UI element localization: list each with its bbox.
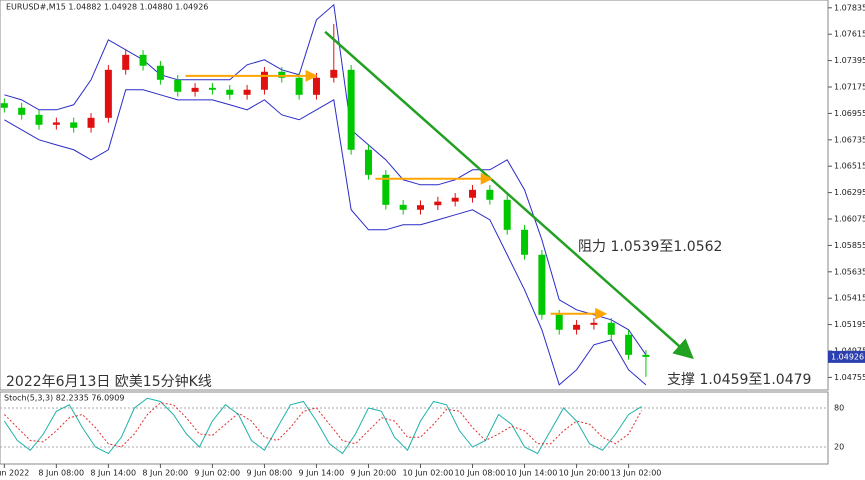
x-tick-label: 9 Jun 08:00 — [246, 469, 292, 478]
x-tick-label: 10 Jun 08:00 — [455, 469, 506, 478]
candle-body — [191, 87, 199, 92]
price-label: 1.04926 — [831, 352, 864, 361]
annotation: 支撑 1.0459至1.0479 — [667, 372, 811, 388]
candle-body — [538, 254, 546, 315]
y-tick-label: 1.07835 — [834, 3, 865, 12]
y2-tick-label: 20 — [834, 443, 844, 452]
stoch-line — [3, 402, 643, 448]
x-tick-label: 8 Jun 2022 — [0, 469, 29, 478]
main-panel — [0, 0, 829, 391]
x-tick-label: 10 Jun 02:00 — [403, 469, 454, 478]
candle-body — [503, 199, 511, 230]
x-tick-label: 13 Jun 02:00 — [611, 469, 662, 478]
x-tick-label: 8 Jun 08:00 — [38, 469, 84, 478]
x-tick-label: 8 Jun 14:00 — [90, 469, 136, 478]
candle-body — [70, 122, 78, 128]
annotation: 2022年6月13日 欧美15分钟K线 — [6, 373, 212, 390]
candle-body — [87, 117, 95, 128]
candle-body — [260, 71, 268, 90]
candle-body — [139, 54, 147, 66]
candle-body — [35, 114, 43, 125]
candle-body — [590, 322, 598, 325]
candle-body — [312, 77, 320, 95]
y-tick-label: 1.04755 — [834, 373, 865, 382]
candle-body — [417, 205, 425, 210]
x-tick-label: 10 Jun 14:00 — [507, 469, 558, 478]
candle-body — [278, 71, 286, 78]
candle-body — [52, 122, 60, 125]
candle-body — [18, 107, 26, 115]
candle-body — [295, 77, 303, 95]
candle-body — [555, 314, 563, 330]
candle-body — [399, 204, 407, 210]
candle-body — [451, 197, 459, 202]
y2-tick-label: 80 — [834, 404, 844, 413]
y-tick-label: 1.06955 — [834, 109, 865, 118]
band-upper — [4, 3, 647, 356]
band-lower — [4, 89, 647, 386]
x-tick-label: 8 Jun 20:00 — [142, 469, 188, 478]
stoch-line — [3, 397, 642, 455]
chart-header: EURUSD#,M15 1.04882 1.04928 1.04880 1.04… — [6, 3, 208, 12]
annotation: 阻力 1.0539至1.0562 — [578, 239, 722, 255]
indicator-panel — [0, 391, 829, 465]
candle-body — [174, 79, 182, 92]
trend-line — [324, 30, 694, 360]
x-tick-label: 9 Jun 02:00 — [194, 469, 240, 478]
y-tick-label: 1.05415 — [834, 294, 865, 303]
y-tick-label: 1.07615 — [834, 30, 865, 39]
candle-body — [469, 189, 477, 198]
candle-body — [573, 324, 581, 330]
x-tick-label: 9 Jun 20:00 — [350, 469, 396, 478]
x-tick-label: 10 Jun 20:00 — [559, 469, 610, 478]
y-tick-label: 1.07395 — [834, 56, 865, 65]
x-tick-label: 9 Jun 14:00 — [298, 469, 344, 478]
candle-body — [364, 149, 372, 175]
candle-body — [156, 65, 164, 80]
candle-body — [486, 189, 494, 200]
candle-body — [642, 354, 650, 357]
y-tick-label: 1.06735 — [834, 135, 865, 144]
candle-body — [330, 69, 338, 78]
candle-body — [243, 89, 251, 95]
candle-body — [625, 334, 633, 355]
y-tick-label: 1.06295 — [834, 188, 865, 197]
candle-body — [208, 87, 216, 90]
candle-body — [226, 89, 234, 95]
candle-body — [434, 201, 442, 206]
candle-body — [0, 103, 8, 108]
candle-body — [521, 229, 529, 255]
price-label-box — [828, 350, 865, 363]
y-tick-label: 1.05855 — [834, 241, 865, 250]
candle-body — [347, 69, 355, 150]
y-tick-label: 1.05635 — [834, 267, 865, 276]
y-tick-label: 1.07175 — [834, 83, 865, 92]
candle-body — [122, 54, 130, 70]
y-tick-label: 1.06075 — [834, 215, 865, 224]
y-tick-label: 1.06515 — [834, 162, 865, 171]
candle-body — [104, 69, 112, 118]
y-tick-label: 1.05195 — [834, 320, 865, 329]
indicator-title: Stoch(5,3,3) 82.2335 76.0909 — [4, 394, 124, 403]
candle-body — [382, 174, 390, 205]
candle-body — [607, 322, 615, 335]
